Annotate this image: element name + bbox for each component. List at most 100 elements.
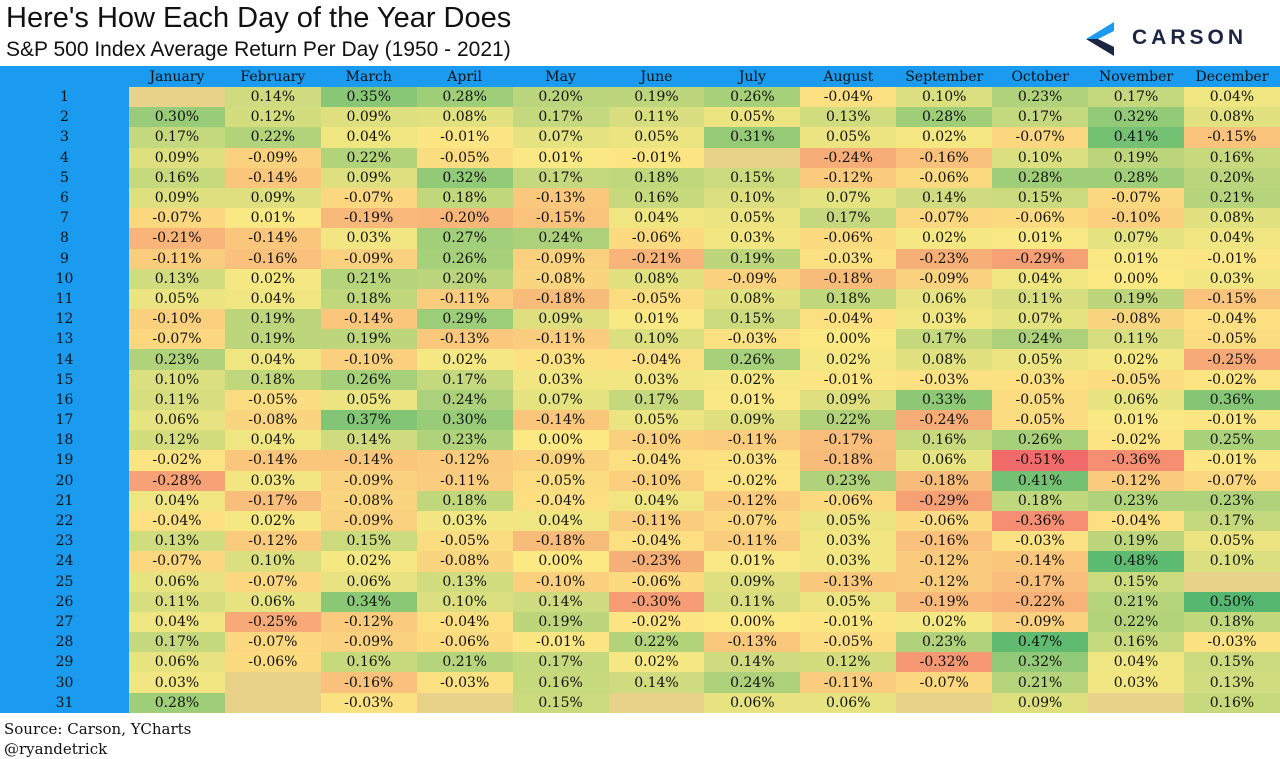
- return-cell: -0.25%: [1183, 349, 1280, 370]
- return-cell: 0.22%: [224, 127, 321, 148]
- return-cell: -0.32%: [896, 652, 993, 673]
- return-cell: -0.17%: [992, 571, 1089, 592]
- return-cell: 0.01%: [704, 551, 801, 572]
- return-cell: [129, 87, 225, 108]
- return-cell: -0.01%: [800, 369, 897, 390]
- return-cell: 0.21%: [992, 672, 1089, 693]
- month-header-november: November: [1088, 66, 1184, 87]
- return-cell: -0.11%: [704, 430, 801, 451]
- return-cell: 0.10%: [992, 147, 1089, 168]
- return-cell: 0.18%: [800, 288, 897, 310]
- return-cell: -0.14%: [320, 309, 417, 330]
- return-cell: 0.07%: [800, 187, 897, 209]
- return-cell: -0.20%: [416, 208, 513, 229]
- return-cell: [896, 692, 993, 713]
- return-cell: -0.11%: [512, 329, 609, 350]
- table-row: 17 0.06% -0.08% 0.37% 0.30% -0.14% 0.05% 0.09% 0…: [0, 410, 1280, 431]
- return-cell: 0.05%: [1183, 531, 1280, 552]
- return-cell: 0.24%: [992, 329, 1089, 350]
- return-cell: -0.12%: [224, 531, 321, 552]
- return-cell: -0.05%: [608, 288, 705, 310]
- return-cell: 0.15%: [1088, 571, 1184, 592]
- return-cell: 0.10%: [1183, 551, 1280, 572]
- month-header-july: July: [704, 66, 801, 87]
- return-cell: -0.15%: [1183, 288, 1280, 310]
- return-cell: -0.13%: [416, 329, 513, 350]
- return-cell: -0.10%: [512, 571, 609, 592]
- return-cell: 0.13%: [129, 268, 225, 289]
- return-cell: 0.02%: [704, 369, 801, 390]
- return-cell: 0.17%: [416, 369, 513, 390]
- return-cell: 0.19%: [1088, 147, 1184, 168]
- return-cell: -0.10%: [608, 430, 705, 451]
- return-cell: 0.20%: [1183, 167, 1280, 188]
- return-cell: -0.10%: [320, 349, 417, 370]
- return-cell: -0.12%: [896, 551, 993, 572]
- return-cell: -0.08%: [224, 410, 321, 431]
- return-cell: 0.14%: [896, 187, 993, 209]
- return-cell: 0.14%: [704, 652, 801, 673]
- return-cell: [1183, 571, 1280, 592]
- day-label: 9: [0, 248, 129, 269]
- return-cell: 0.02%: [1088, 349, 1184, 370]
- return-cell: 0.03%: [224, 470, 321, 491]
- return-cell: 0.09%: [800, 389, 897, 410]
- return-cell: 0.03%: [512, 369, 609, 390]
- return-cell: 0.05%: [704, 107, 801, 128]
- return-cell: 0.04%: [512, 510, 609, 532]
- return-cell: 0.16%: [512, 672, 609, 693]
- table-row: 27 0.04% -0.25% -0.12% -0.04% 0.19% -0.02% 0.00…: [0, 611, 1280, 633]
- return-cell: 0.18%: [224, 369, 321, 390]
- return-cell: 0.09%: [704, 571, 801, 592]
- day-label: 19: [0, 450, 129, 471]
- day-label: 31: [0, 692, 129, 713]
- return-cell: -0.03%: [1183, 632, 1280, 653]
- return-cell: -0.02%: [1088, 430, 1184, 451]
- logo-text: CARSON: [1132, 26, 1248, 49]
- return-cell: -0.02%: [129, 450, 225, 471]
- return-cell: -0.12%: [320, 611, 417, 633]
- return-cell: -0.36%: [1088, 450, 1184, 471]
- return-cell: 0.11%: [608, 107, 705, 128]
- day-label: 30: [0, 672, 129, 693]
- return-cell: 0.11%: [704, 591, 801, 612]
- return-cell: -0.07%: [129, 208, 225, 229]
- return-cell: 0.05%: [608, 127, 705, 148]
- table-row: 15 0.10% 0.18% 0.26% 0.17% 0.03% 0.03% 0.02% -0.…: [0, 369, 1280, 390]
- return-cell: -0.05%: [992, 410, 1089, 431]
- month-header-april: April: [416, 66, 513, 87]
- return-cell: 0.17%: [512, 652, 609, 673]
- table-row: 9 -0.11% -0.16% -0.09% 0.26% -0.09% -0.21% 0.19…: [0, 248, 1280, 269]
- table-row: 12 -0.10% 0.19% -0.14% 0.29% 0.09% 0.01% 0.15% -…: [0, 309, 1280, 330]
- return-cell: -0.07%: [896, 672, 993, 693]
- return-cell: -0.01%: [1183, 410, 1280, 431]
- return-cell: -0.11%: [800, 672, 897, 693]
- return-cell: -0.06%: [224, 652, 321, 673]
- return-cell: 0.14%: [320, 430, 417, 451]
- return-cell: 0.16%: [1088, 632, 1184, 653]
- return-cell: 0.00%: [704, 611, 801, 633]
- return-cell: 0.04%: [129, 611, 225, 633]
- return-cell: -0.07%: [1183, 470, 1280, 491]
- return-cell: -0.10%: [608, 470, 705, 491]
- return-cell: 0.31%: [704, 127, 801, 148]
- return-cell: 0.17%: [608, 389, 705, 410]
- return-cell: 0.01%: [704, 389, 801, 410]
- return-cell: 0.17%: [1183, 510, 1280, 532]
- return-cell: -0.13%: [512, 187, 609, 209]
- day-label: 4: [0, 147, 129, 168]
- return-cell: -0.09%: [704, 268, 801, 289]
- return-cell: 0.05%: [800, 591, 897, 612]
- return-cell: [1088, 692, 1184, 713]
- source-note: Source: Carson, YCharts: [4, 720, 192, 738]
- return-cell: -0.14%: [512, 410, 609, 431]
- return-cell: 0.15%: [704, 309, 801, 330]
- return-cell: 0.06%: [320, 571, 417, 592]
- return-cell: -0.29%: [896, 490, 993, 511]
- return-cell: 0.26%: [992, 430, 1089, 451]
- return-cell: 0.02%: [896, 228, 993, 249]
- day-label: 24: [0, 551, 129, 572]
- return-cell: 0.50%: [1183, 591, 1280, 612]
- day-label: 12: [0, 309, 129, 330]
- return-cell: 0.13%: [129, 531, 225, 552]
